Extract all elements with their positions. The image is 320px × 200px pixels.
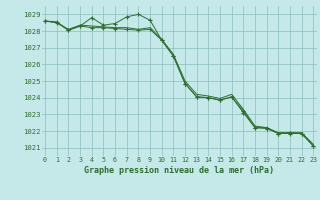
X-axis label: Graphe pression niveau de la mer (hPa): Graphe pression niveau de la mer (hPa) [84,166,274,175]
